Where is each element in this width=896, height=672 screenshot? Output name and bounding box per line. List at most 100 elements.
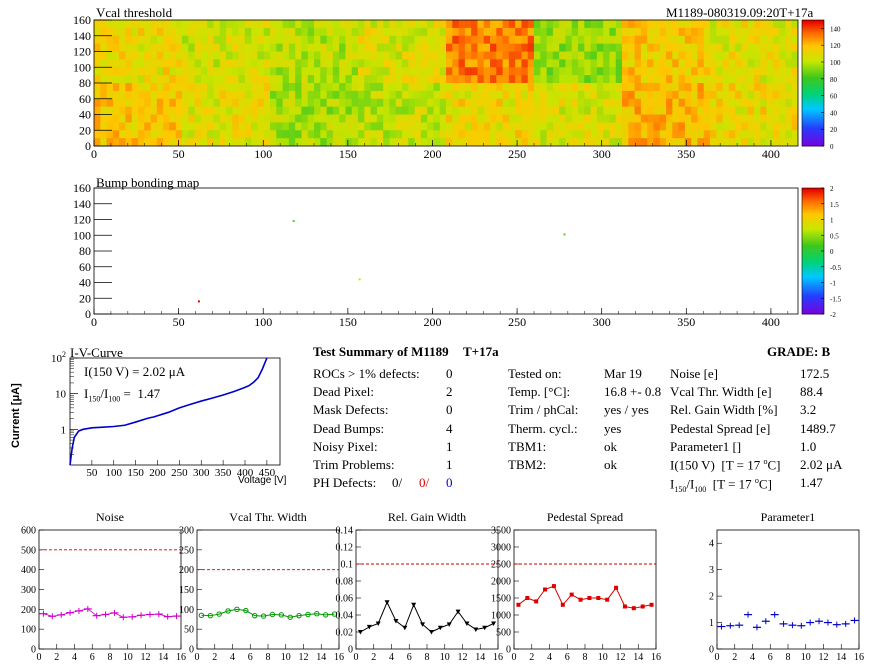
pixel-cell <box>364 51 371 60</box>
pixel-cell <box>464 51 472 60</box>
pixel-cell <box>332 43 340 52</box>
pixel-cell <box>332 27 340 37</box>
condition-value: ok <box>604 438 617 454</box>
pixel-cell <box>112 98 120 107</box>
pixel-cell <box>754 106 761 115</box>
pixel-cell <box>565 98 573 107</box>
pixel-cell <box>389 27 397 37</box>
palette-band <box>802 76 824 80</box>
pixel-cell <box>339 90 346 100</box>
pixel-cell <box>376 114 384 123</box>
trend-line <box>201 608 335 618</box>
pixel-cell <box>402 106 409 115</box>
pixel-cell <box>433 59 441 68</box>
pixel-cell <box>471 114 478 123</box>
pixel-cell <box>131 122 139 131</box>
pixel-cell <box>106 90 114 100</box>
pixel-cell <box>200 130 208 139</box>
pixel-cell <box>232 59 239 68</box>
pixel-cell <box>559 27 566 37</box>
pixel-cell <box>244 98 252 107</box>
pixel-cell <box>458 138 466 147</box>
bump-color-palette: 21.510.50-0.5-1-1.5-2 <box>801 185 842 319</box>
pixel-cell <box>766 75 774 84</box>
pixel-cell <box>370 138 378 147</box>
pixel-cell <box>659 59 667 68</box>
pixel-cell <box>125 75 133 84</box>
trend-point <box>473 627 479 632</box>
pixel-cell <box>402 75 409 84</box>
pixel-cell <box>408 20 415 29</box>
pixel-cell <box>754 59 761 68</box>
pixel-cell <box>150 83 158 92</box>
pixel-cell <box>697 75 705 84</box>
pixel-cell <box>125 98 133 107</box>
x-tick-label: 150 <box>339 315 357 329</box>
pixel-cell <box>735 90 742 100</box>
pixel-cell <box>169 43 177 52</box>
y-tick-label: 60 <box>79 260 91 274</box>
pixel-cell <box>628 83 635 92</box>
pixel-cell <box>565 27 573 37</box>
trend-frame <box>196 529 340 650</box>
trend-x-tick-label: 2 <box>371 652 376 663</box>
pixel-cell <box>395 122 403 131</box>
pixel-cell <box>747 20 755 29</box>
pixel-cell <box>326 122 334 131</box>
iv-ylabel: Current [μA] <box>10 383 22 448</box>
palette-band <box>802 192 824 195</box>
pixel-cell <box>295 83 302 92</box>
trend-y-tick-label: 0.04 <box>336 611 354 622</box>
pixel-cell <box>546 138 554 147</box>
pixel-cell <box>320 114 327 123</box>
bump-bonding-map <box>93 187 799 315</box>
pixel-cell <box>276 83 283 92</box>
palette-band <box>802 38 824 42</box>
pixel-cell <box>358 27 365 37</box>
pixel-cell <box>584 122 591 131</box>
trend-y-tick-label: 0.12 <box>336 543 354 554</box>
palette-band <box>802 70 824 73</box>
pixel-cell <box>358 98 365 107</box>
pixel-cell <box>213 130 221 139</box>
pixel-cell <box>295 130 302 139</box>
pixel-cell <box>508 27 516 37</box>
pixel-cell <box>414 43 422 52</box>
pixel-cell <box>395 75 403 84</box>
pixel-cell <box>433 114 441 123</box>
palette-band <box>802 72 824 75</box>
pixel-cell <box>182 122 189 131</box>
pixel-cell <box>628 90 635 100</box>
pixel-cell <box>200 83 208 92</box>
pixel-cell <box>609 122 617 131</box>
trend-y-tick-label: 0 <box>506 645 511 656</box>
pixel-cell <box>263 106 271 115</box>
pixel-cell <box>584 90 591 100</box>
pixel-cell <box>540 59 547 68</box>
pixel-cell <box>364 106 371 115</box>
pixel-cell <box>270 67 277 76</box>
pixel-cell <box>609 43 617 52</box>
pixel-cell <box>182 51 189 60</box>
pixel-cell <box>527 20 535 29</box>
trend-x-tick-label: 16 <box>651 652 661 663</box>
palette-band <box>802 276 824 279</box>
pixel-cell <box>666 67 673 76</box>
pixel-cell <box>527 75 535 84</box>
pixel-cell <box>112 90 120 100</box>
pixel-cell <box>207 98 214 107</box>
pixel-cell <box>728 114 736 123</box>
pixel-cell <box>483 51 491 60</box>
pixel-cell <box>515 138 522 147</box>
pixel-cell <box>446 51 453 60</box>
iv-y-sup: 2 <box>62 350 66 359</box>
pixel-cell <box>402 138 409 147</box>
palette-band <box>802 120 824 124</box>
palette-band <box>802 116 824 120</box>
pixel-cell <box>622 138 629 147</box>
pixel-cell <box>282 43 290 52</box>
pixel-cell <box>647 59 654 68</box>
pixel-cell <box>402 27 409 37</box>
pixel-cell <box>584 43 591 52</box>
pixel-cell <box>716 67 723 76</box>
